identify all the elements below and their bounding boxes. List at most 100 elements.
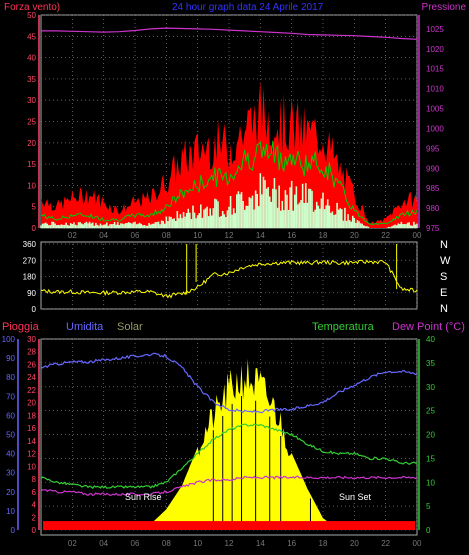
humidity-y-tick: 100 [2, 335, 16, 344]
wind-gust-area [41, 80, 417, 228]
wind-y-tick: 10 [27, 181, 36, 190]
weather-x-tick: 00 [413, 539, 422, 548]
pressure-axis-title: Pressione [422, 2, 467, 13]
humidity-y-tick: 0 [11, 526, 16, 535]
rain-y-tick: 0 [32, 526, 37, 535]
temp-y-tick: 35 [426, 359, 435, 368]
solar-area [41, 358, 417, 530]
pressure-y-tick: 975 [426, 224, 440, 233]
humidity-y-tick: 30 [6, 469, 15, 478]
pressure-y-tick: 995 [426, 144, 440, 153]
weather-x-tick: 20 [350, 539, 359, 548]
wind-y-tick: 45 [27, 32, 36, 41]
rain-y-tick: 4 [32, 501, 37, 510]
rain-y-tick: 18 [27, 411, 36, 420]
humidity-y-tick: 40 [6, 450, 15, 459]
wind-x-tick: 00 [413, 231, 422, 240]
wind-x-tick: 16 [287, 231, 296, 240]
rain-y-tick: 24 [27, 373, 36, 382]
rain-y-tick: 22 [27, 386, 36, 395]
rain-y-tick: 10 [27, 462, 36, 471]
weather-x-tick: 12 [225, 539, 234, 548]
temp-y-tick: 40 [426, 335, 435, 344]
weather-x-tick: 06 [131, 539, 140, 548]
weather-x-tick: 08 [162, 539, 171, 548]
pressure-y-tick: 980 [426, 204, 440, 213]
rain-y-tick: 8 [32, 475, 37, 484]
sunset-annotation: Sun Set [339, 492, 372, 502]
weather-x-tick: 02 [68, 539, 77, 548]
wind-avg-line [40, 140, 418, 226]
temp-y-tick: 0 [426, 526, 431, 535]
pressure-y-tick: 1015 [426, 65, 444, 74]
wind-y-tick: 0 [32, 224, 37, 233]
wind-x-tick: 10 [193, 231, 202, 240]
pressure-y-tick: 1005 [426, 105, 444, 114]
humidity-y-tick: 80 [6, 373, 15, 382]
dewpoint-label: Dew Point (°C) [392, 321, 465, 333]
weather-x-tick: 14 [256, 539, 265, 548]
pressure-y-tick: 1020 [426, 45, 444, 54]
temp-y-tick: 10 [426, 478, 435, 487]
rain-y-tick: 12 [27, 450, 36, 459]
weather-x-tick: 22 [381, 539, 390, 548]
humidity-y-tick: 50 [6, 431, 15, 440]
rain-bar [43, 521, 415, 530]
wind-y-tick: 5 [32, 203, 37, 212]
dir-y-tick: 360 [23, 240, 37, 249]
wind-x-tick: 02 [68, 231, 77, 240]
wind-y-tick: 15 [27, 160, 36, 169]
chart-header-title: 24 hour graph data 24 Aprile 2017 [172, 2, 324, 13]
axis-layer: 0510152025303540455097598098599099510001… [2, 11, 445, 548]
weather-x-tick: 16 [287, 539, 296, 548]
wind-direction-line [40, 259, 418, 299]
temp-y-tick: 25 [426, 407, 435, 416]
wind-x-tick: 04 [99, 231, 108, 240]
rain-y-tick: 26 [27, 360, 36, 369]
humidity-y-tick: 70 [6, 392, 15, 401]
weather-x-tick: 04 [99, 539, 108, 548]
compass-n-bottom: N [440, 303, 448, 315]
wind-y-tick: 35 [27, 75, 36, 84]
dir-y-tick: 90 [27, 289, 36, 298]
rain-label: Pioggia [2, 321, 40, 333]
rain-y-tick: 16 [27, 424, 36, 433]
humidity-y-tick: 90 [6, 354, 15, 363]
compass-w: W [440, 255, 451, 267]
sunrise-annotation: Sun Rise [125, 492, 162, 502]
pressure-y-tick: 985 [426, 184, 440, 193]
humidity-label: Umidita [66, 321, 104, 333]
compass-n-top: N [440, 239, 448, 251]
wind-x-tick: 14 [256, 231, 265, 240]
wind-x-tick: 08 [162, 231, 171, 240]
wind-y-tick: 25 [27, 118, 36, 127]
wind-y-tick: 40 [27, 54, 36, 63]
wind-x-tick: 06 [131, 231, 140, 240]
wind-y-tick: 30 [27, 96, 36, 105]
humidity-y-tick: 20 [6, 488, 15, 497]
pressure-y-tick: 990 [426, 164, 440, 173]
rain-y-tick: 20 [27, 399, 36, 408]
wind-axis-title: Forza vento) [4, 2, 60, 13]
rain-y-tick: 30 [27, 335, 36, 344]
temperature-label: Temperatura [312, 321, 375, 333]
temp-y-tick: 5 [426, 502, 431, 511]
compass-e: E [440, 287, 447, 299]
wind-x-tick: 12 [225, 231, 234, 240]
temperature-line [40, 423, 418, 490]
wind-x-tick: 18 [319, 231, 328, 240]
solar-label: Solar [117, 321, 143, 333]
rain-y-tick: 6 [32, 488, 37, 497]
pressure-line [41, 27, 418, 40]
wind-y-tick: 50 [27, 11, 36, 20]
temp-y-tick: 15 [426, 454, 435, 463]
dir-y-tick: 0 [32, 305, 37, 314]
pressure-y-tick: 1000 [426, 124, 444, 133]
wind-x-tick: 22 [381, 231, 390, 240]
compass-s: S [440, 271, 447, 283]
humidity-y-tick: 60 [6, 411, 15, 420]
dir-y-tick: 180 [23, 273, 37, 282]
dewpoint-line [40, 475, 418, 497]
plot-layer [40, 27, 418, 530]
